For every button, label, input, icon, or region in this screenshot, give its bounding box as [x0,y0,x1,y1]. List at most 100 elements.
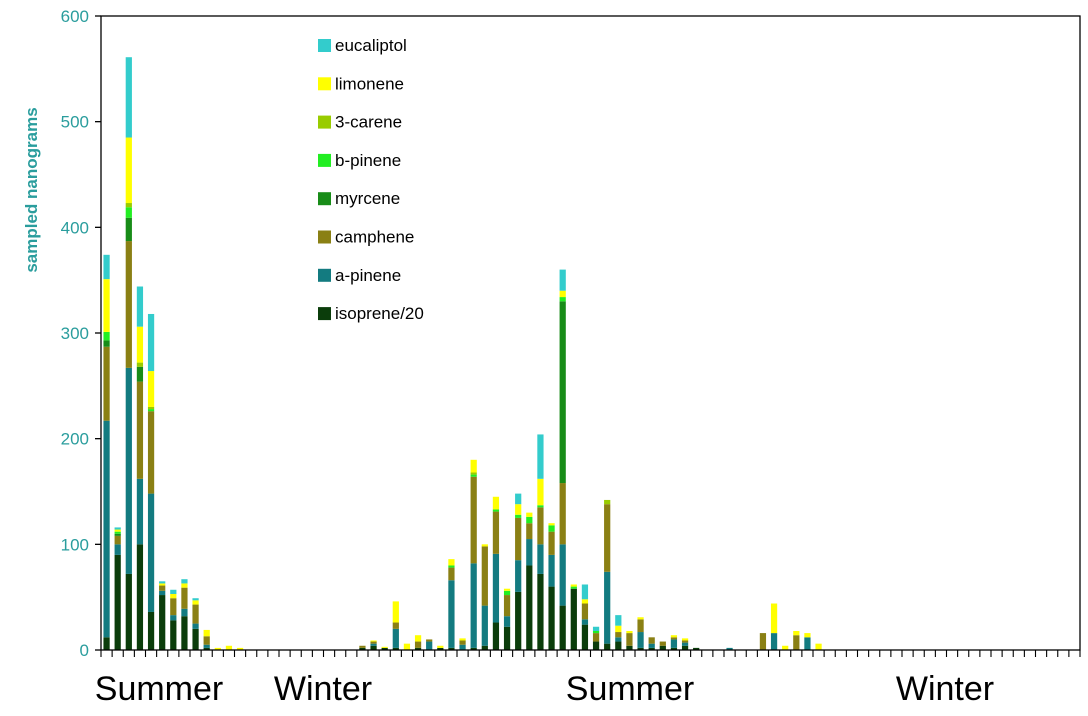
bar-segment-a-pinene-24 [370,643,377,646]
bar-segment-b-pinene-1 [114,531,121,534]
bar-segment-b-pinene-37 [515,514,522,518]
season-label-winter: Winter [274,670,372,708]
bar-segment-limonene-48 [637,617,644,620]
bar-segment-a-pinene-4 [147,493,155,612]
bar-segment-isoprene-20-39 [537,573,544,650]
bar-segment-camphene-38 [526,523,533,540]
bar-segment-isoprene-20-53 [693,647,700,650]
bar-segment-camphene-36 [503,595,511,617]
bar-segment-camphene-3 [136,381,144,479]
bar-segment-isoprene-20-43 [581,624,589,650]
bar-segment-a-pinene-39 [537,544,544,574]
bar-segment-isoprene-20-46 [615,641,622,650]
bar-segment-limonene-26 [392,601,399,623]
bar-segment-camphene-32 [459,640,466,645]
legend-label-b-pinene: b-pinene [335,151,401,170]
bar-segment-3-carene-3 [136,362,144,367]
bar-segment-limonene-10 [214,647,221,650]
bar-segment-isoprene-20-5 [159,595,166,650]
bar-segment-a-pinene-32 [459,644,466,650]
bar-segment-b-pinene-35 [492,509,500,512]
bar-segment-limonene-35 [492,496,500,510]
bar-segment-a-pinene-41 [559,544,566,606]
bar-segment-isoprene-20-51 [670,647,678,650]
bar-segment-camphene-8 [192,604,199,624]
bar-segment-limonene-25 [381,646,388,648]
bar-segment-limonene-2 [125,137,132,204]
bar-segment-isoprene-20-28 [414,647,422,650]
bar-segment-limonene-33 [470,459,477,473]
bar-segment-camphene-47 [626,633,633,646]
bar-segment-a-pinene-46 [615,637,622,642]
legend-label-myrcene: myrcene [335,189,400,208]
bar-segment-isoprene-20-42 [570,588,577,650]
y-axis-label: sampled nanograms [22,107,41,272]
bar-segment-a-pinene-9 [203,644,210,648]
bar-segment-limonene-28 [414,635,422,642]
bar-segment-limonene-46 [615,625,622,633]
bar-segment-eucaliptol-8 [192,598,199,601]
bar-segment-camphene-52 [681,640,689,643]
bar-segment-camphene-46 [615,632,622,638]
legend: eucaliptol limonene 3-carene b-pinene myrcen… [318,36,424,323]
bar-segment-limonene-30 [437,645,444,648]
bar-segment-limonene-63 [804,633,811,638]
bar-segment-b-pinene-2 [125,207,132,218]
bar-segment-camphene-29 [426,639,433,642]
bar-segment-isoprene-20-3 [136,544,144,650]
bar-segment-limonene-39 [537,478,544,506]
bar-segment-a-pinene-2 [125,367,132,574]
bar-segment-b-pinene-41 [559,297,566,302]
legend-swatch-camphene [318,230,331,244]
bar-segment-limonene-40 [548,523,555,526]
y-tick-label: 600 [61,7,89,26]
bar-segment-camphene-26 [392,622,399,629]
bar-segment-b-pinene-40 [548,525,555,532]
bar-segment-camphene-37 [515,517,522,561]
bar-segment-camphene-59 [759,633,767,650]
bar-segment-b-pinene-4 [147,409,155,412]
bar-segment-camphene-43 [581,603,589,620]
bar-segment-limonene-34 [481,544,488,547]
bar-segment-myrcene-2 [125,217,132,242]
bar-segment-eucaliptol-2 [125,57,132,138]
bar-segment-eucaliptol-0 [103,254,110,280]
legend-label-a-pinene: a-pinene [335,266,401,285]
legend-swatch-3-carene [318,115,331,129]
bar-segment-limonene-37 [515,504,522,515]
bar-segment-camphene-49 [648,637,655,644]
bar-segment-camphene-39 [537,507,544,545]
bar-segment-a-pinene-6 [170,615,177,621]
bar-segment-limonene-38 [526,512,533,517]
bar-segment-a-pinene-56 [726,647,733,650]
bar-segment-eucaliptol-44 [592,626,600,631]
bar-segment-a-pinene-33 [470,563,477,648]
bar-segment-a-pinene-3 [136,478,144,545]
legend-swatch-b-pinene [318,153,331,167]
bar-segment-a-pinene-29 [426,641,433,650]
bar-segment-limonene-5 [159,583,166,586]
bar-segment-limonene-62 [793,630,800,636]
legend-swatch-a-pinene [318,268,331,282]
axes-layer: 0 100 200 300 400 500 600 Summer Winter Summer Win… [61,7,1081,708]
bar-segment-isoprene-20-45 [604,643,611,650]
bar-segment-isoprene-20-9 [203,647,210,650]
bar-segment-myrcene-0 [103,340,110,347]
bar-segment-limonene-4 [147,371,155,407]
bar-segment-eucaliptol-5 [159,581,166,584]
bar-segment-camphene-9 [203,636,210,645]
bar-segment-camphene-31 [448,567,455,581]
y-tick-label: 0 [80,641,89,660]
bar-segment-isoprene-20-33 [470,647,477,650]
bar-segment-eucaliptol-3 [136,286,144,327]
y-tick-label: 300 [61,324,89,343]
bar-segment-isoprene-20-36 [503,626,511,650]
bar-segment-limonene-24 [370,640,377,642]
bar-segment-camphene-24 [370,641,377,644]
bar-segment-camphene-51 [670,637,678,640]
bar-segment-camphene-44 [592,633,600,642]
y-tick-label: 500 [61,113,89,132]
bar-segment-isoprene-20-30 [437,647,444,650]
bar-segment-limonene-51 [670,635,678,638]
